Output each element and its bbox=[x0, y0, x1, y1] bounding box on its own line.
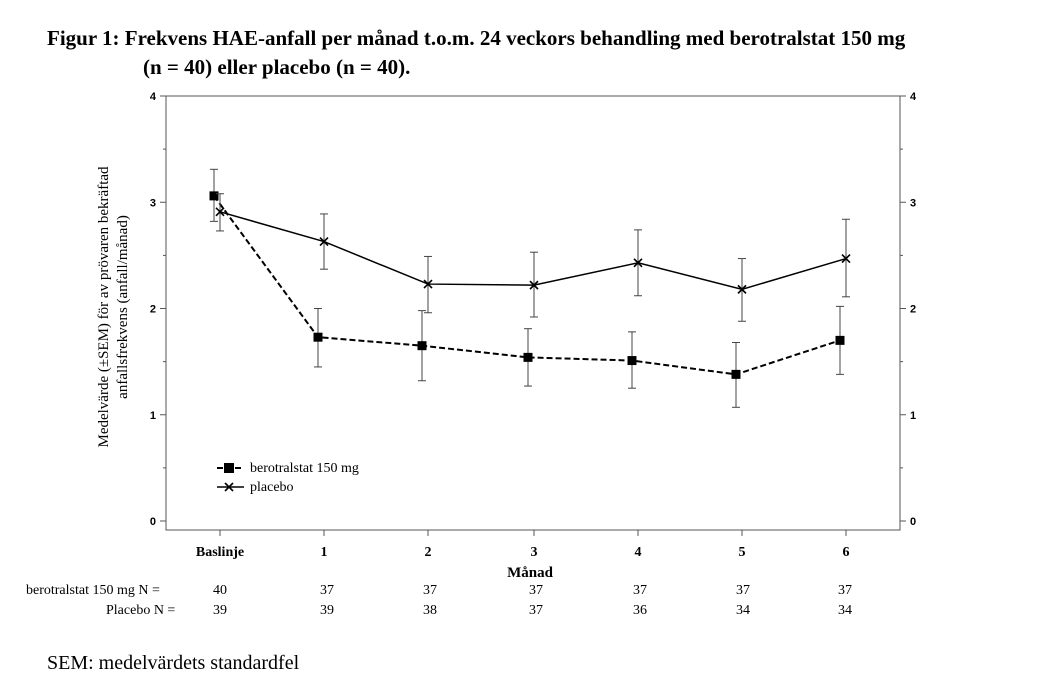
n-row-label-placebo: Placebo N = bbox=[106, 603, 176, 618]
y-tick-label-left: 2 bbox=[150, 304, 156, 316]
n-cell: 37 bbox=[529, 603, 543, 618]
n-cell: 39 bbox=[320, 603, 334, 618]
data-point-square bbox=[627, 356, 637, 366]
data-point-x bbox=[529, 280, 539, 290]
x-tick-label: 3 bbox=[531, 545, 538, 560]
y-tick-label-right: 4 bbox=[910, 91, 917, 103]
x-tick-label: Baslinje bbox=[196, 545, 244, 560]
x-tick-label: 4 bbox=[635, 545, 642, 560]
n-cell: 37 bbox=[529, 583, 543, 598]
x-tick-label: 2 bbox=[425, 545, 432, 560]
data-point-square bbox=[731, 369, 741, 379]
series-line bbox=[219, 211, 847, 291]
y-tick-label-left: 3 bbox=[150, 197, 156, 209]
n-cell: 39 bbox=[213, 603, 227, 618]
plot-frame bbox=[165, 95, 901, 531]
y-tick-label-left: 1 bbox=[150, 410, 156, 422]
n-cell: 37 bbox=[423, 583, 437, 598]
n-cell: 38 bbox=[423, 603, 437, 618]
n-cell: 37 bbox=[320, 583, 334, 598]
n-cell: 34 bbox=[838, 603, 852, 618]
y-axis-right: 0 1 2 3 4 bbox=[900, 91, 917, 528]
y-axis-title-line2: anfallsfrekvens (anfall/månad) bbox=[115, 215, 131, 399]
series-placebo bbox=[215, 193, 851, 322]
series-berotralstat bbox=[209, 168, 845, 408]
data-point-x bbox=[423, 279, 433, 289]
y-tick-label-right: 0 bbox=[910, 516, 916, 528]
legend: berotralstat 150 mg placebo bbox=[217, 461, 359, 495]
data-point-square bbox=[523, 352, 533, 362]
n-cell: 36 bbox=[633, 603, 647, 618]
figure-title-line1: Figur 1: Frekvens HAE-anfall per månad t… bbox=[47, 26, 906, 50]
data-point-square bbox=[835, 335, 845, 345]
y-tick-label-right: 3 bbox=[910, 197, 916, 209]
y-tick-label-right: 2 bbox=[910, 304, 916, 316]
x-axis-title: Månad bbox=[507, 565, 554, 581]
legend-marker-x bbox=[224, 482, 234, 492]
data-point-x bbox=[215, 207, 225, 217]
y-axis-left: 0 1 2 3 4 bbox=[150, 91, 166, 528]
n-cell: 37 bbox=[633, 583, 647, 598]
n-cell: 37 bbox=[838, 583, 852, 598]
y-axis-title-line1: Medelvärde (±SEM) för av prövaren bekräf… bbox=[96, 166, 112, 448]
data-point-square bbox=[313, 332, 323, 342]
n-row-label-berotralstat: berotralstat 150 mg N = bbox=[26, 583, 160, 598]
legend-label-berotralstat: berotralstat 150 mg bbox=[250, 461, 359, 476]
data-point-x bbox=[319, 236, 329, 247]
y-tick-label-left: 4 bbox=[150, 91, 157, 103]
n-cell: 37 bbox=[736, 583, 750, 598]
x-tick-label: 1 bbox=[321, 545, 328, 560]
series-layer bbox=[209, 168, 851, 408]
x-axis: Baslinje 1 2 3 4 5 6 bbox=[196, 530, 850, 560]
legend-label-placebo: placebo bbox=[250, 480, 294, 495]
figure-title-line2: (n = 40) eller placebo (n = 40). bbox=[143, 55, 411, 79]
data-point-x bbox=[633, 258, 643, 268]
y-tick-label-left: 0 bbox=[150, 516, 156, 528]
data-point-x bbox=[841, 253, 851, 264]
data-point-x bbox=[737, 284, 747, 294]
n-cell: 34 bbox=[736, 603, 750, 618]
y-axis-title: Medelvärde (±SEM) för av prövaren bekräf… bbox=[96, 166, 131, 448]
x-tick-label: 5 bbox=[739, 545, 746, 560]
data-point-square bbox=[417, 341, 427, 351]
n-cell: 40 bbox=[213, 583, 227, 598]
data-point-square bbox=[209, 191, 219, 201]
x-tick-label: 6 bbox=[843, 545, 850, 560]
legend-marker-square bbox=[224, 463, 234, 473]
footnote: SEM: medelvärdets standardfel bbox=[47, 652, 300, 674]
y-tick-label-right: 1 bbox=[910, 410, 916, 422]
